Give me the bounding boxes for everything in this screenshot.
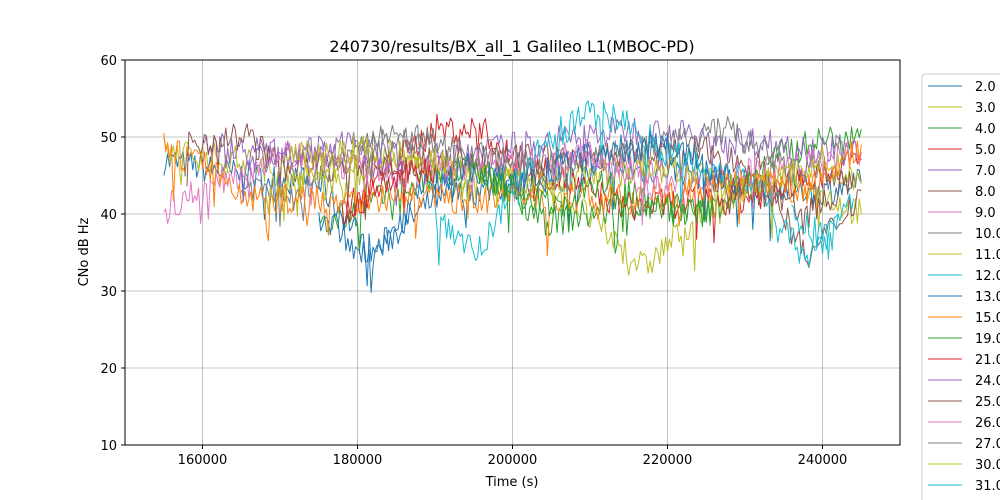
series-line-15-0 <box>163 132 862 257</box>
legend-label: 13.0 <box>975 290 1000 305</box>
legend-box <box>921 73 1000 500</box>
legend: 2.0 3.0 4.0 5.0 7.0 8.0 9.0 10.0 11.0 12.0 13.0 15.… <box>921 73 1000 500</box>
chart-title: 240730/results/BX_all_1 Galileo L1(MBOC-… <box>329 37 694 57</box>
legend-label: 2.0 <box>975 80 996 95</box>
series-line-24-0 <box>240 131 405 203</box>
legend-label: 7.0 <box>975 164 996 179</box>
y-tick-label: 40 <box>100 208 117 223</box>
legend-label: 10.0 <box>975 227 1000 242</box>
legend-label: 5.0 <box>975 143 996 158</box>
legend-label: 12.0 <box>975 269 1000 284</box>
x-tick-label: 200000 <box>488 453 538 468</box>
y-tick-label: 50 <box>100 131 117 146</box>
y-tick-label: 10 <box>100 439 117 454</box>
legend-label: 4.0 <box>975 122 996 137</box>
y-tick-label: 30 <box>100 285 117 300</box>
series-line-25-0 <box>713 169 854 235</box>
legend-label: 26.0 <box>975 416 1000 431</box>
x-axis-label: Time (s) <box>485 475 539 490</box>
series-line-27-0 <box>357 127 436 179</box>
x-tick-label: 220000 <box>643 453 693 468</box>
series-line-30-0 <box>279 133 374 204</box>
legend-label: 9.0 <box>975 206 996 221</box>
series-line-21-0 <box>341 158 436 225</box>
y-ticks: 10 20 30 40 50 60 <box>100 54 125 454</box>
legend-label: 21.0 <box>975 353 1000 368</box>
x-tick-label: 160000 <box>178 453 228 468</box>
legend-label: 19.0 <box>975 332 1000 347</box>
x-tick-label: 240000 <box>798 453 848 468</box>
series-line-26-0 <box>550 144 668 206</box>
grid <box>125 59 900 446</box>
legend-label: 31.0 <box>975 479 1000 494</box>
x-ticks: 160000 180000 200000 220000 240000 <box>178 445 848 468</box>
legend-label: 27.0 <box>975 437 1000 452</box>
legend-label: 3.0 <box>975 101 996 116</box>
y-axis-label: CNo dB Hz <box>77 217 92 286</box>
series-line-31-0 <box>791 193 854 260</box>
series-line-19-0 <box>473 162 715 233</box>
legend-label: 15.0 <box>975 311 1000 326</box>
legend-label: 11.0 <box>975 248 1000 263</box>
series-line-13-0 <box>318 130 746 293</box>
y-tick-label: 20 <box>100 362 117 377</box>
legend-label: 24.0 <box>975 374 1000 389</box>
x-tick-label: 180000 <box>333 453 383 468</box>
series-line-12-0 <box>434 100 839 267</box>
series-group <box>163 100 862 293</box>
legend-label: 30.0 <box>975 458 1000 473</box>
legend-label: 8.0 <box>975 185 996 200</box>
legend-label: 25.0 <box>975 395 1000 410</box>
y-tick-label: 60 <box>100 54 117 69</box>
